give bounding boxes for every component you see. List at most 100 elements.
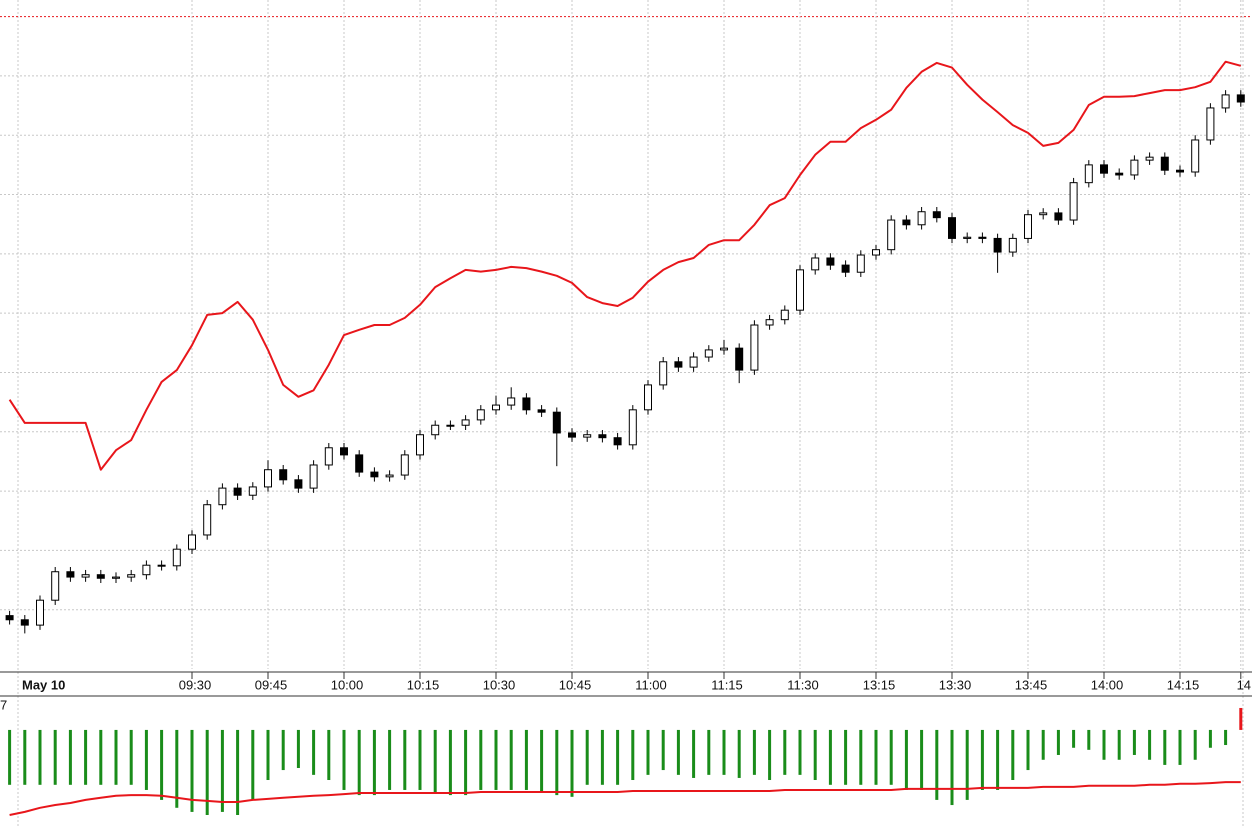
bar	[585, 729, 589, 785]
candle-body	[1236, 94, 1245, 103]
candle-body	[1054, 212, 1063, 221]
bar	[904, 729, 908, 790]
bar	[464, 729, 468, 796]
candle-body	[507, 397, 516, 406]
candle-body	[948, 217, 956, 239]
candle-body	[841, 264, 850, 273]
bar	[38, 729, 42, 785]
candle-body	[188, 534, 196, 550]
candle-body	[659, 361, 668, 386]
candle-body	[1160, 156, 1169, 171]
bar	[798, 729, 802, 775]
bar	[1011, 729, 1015, 781]
candle-body	[1069, 182, 1078, 221]
bar	[296, 729, 300, 769]
bar	[68, 729, 72, 785]
candle-body	[1206, 107, 1215, 141]
bar	[1102, 729, 1106, 760]
candle-body	[1221, 94, 1230, 109]
candle-body	[1191, 139, 1200, 173]
candle-body	[400, 454, 409, 476]
candle-body	[264, 469, 272, 488]
candle-body	[1039, 212, 1048, 216]
bar	[8, 729, 12, 785]
bar	[418, 729, 422, 790]
overlay-line	[8, 60, 1242, 471]
bar	[281, 729, 285, 771]
candle-body	[780, 309, 789, 321]
bar	[84, 729, 88, 785]
bar	[646, 729, 650, 775]
bar	[494, 729, 498, 790]
candle-body	[932, 211, 941, 219]
candle-body	[750, 324, 759, 371]
x-tick-label: 09:45	[255, 677, 288, 692]
x-tick-label: 14:15	[1167, 677, 1200, 692]
candle-body	[598, 434, 607, 439]
candle-body	[887, 219, 896, 251]
candle-body	[978, 236, 987, 239]
bar	[1072, 729, 1076, 748]
bar	[1193, 729, 1197, 760]
candle-body	[309, 464, 318, 489]
x-tick-label: 14:00	[1091, 677, 1124, 692]
bar	[1208, 729, 1212, 748]
candle-body	[461, 419, 470, 426]
bar	[555, 729, 559, 796]
candle-body	[233, 487, 242, 496]
candle-body	[1115, 172, 1124, 176]
candle-body	[431, 424, 440, 436]
candle-body	[355, 454, 364, 473]
candle-body	[66, 571, 75, 578]
candle-body	[370, 471, 379, 478]
bar	[600, 729, 604, 785]
x-tick-label: 10:00	[331, 677, 364, 692]
candle-body	[613, 437, 622, 446]
x-tick-label: 10:30	[483, 677, 516, 692]
bar	[1224, 729, 1228, 746]
bar	[889, 729, 893, 785]
candle-body	[5, 615, 14, 621]
bar	[433, 729, 437, 793]
candle-body	[36, 599, 44, 626]
bar	[752, 729, 756, 775]
bar	[996, 729, 1000, 790]
candle-body	[492, 404, 500, 411]
bar	[1148, 729, 1152, 760]
candle-body	[902, 219, 911, 226]
candle-body	[628, 409, 637, 446]
bar	[129, 729, 133, 785]
bar	[99, 729, 103, 785]
candle-body	[142, 564, 151, 576]
bar	[509, 729, 513, 790]
bar	[1041, 729, 1045, 760]
candle-body	[796, 269, 804, 311]
candle-body	[1100, 164, 1108, 174]
bar	[859, 729, 863, 785]
candle-body	[324, 447, 333, 466]
bar	[828, 729, 832, 785]
candle-body	[81, 574, 90, 578]
bar	[920, 729, 924, 790]
bar	[23, 729, 27, 785]
bar	[524, 729, 528, 790]
bar	[980, 729, 984, 790]
bar	[707, 729, 711, 775]
candle-body	[963, 236, 972, 239]
bar	[813, 729, 817, 781]
candle-body	[765, 319, 774, 326]
bar	[737, 729, 741, 778]
bar	[1117, 729, 1121, 760]
candle-body	[96, 574, 105, 579]
bar	[479, 729, 483, 790]
candle-body	[856, 254, 865, 273]
bar	[205, 729, 209, 815]
bar	[388, 729, 392, 790]
bar	[1026, 729, 1030, 771]
bar	[570, 729, 574, 797]
candle-body	[522, 397, 531, 411]
bar	[768, 729, 772, 781]
bar	[1132, 729, 1136, 755]
bar	[676, 729, 680, 775]
